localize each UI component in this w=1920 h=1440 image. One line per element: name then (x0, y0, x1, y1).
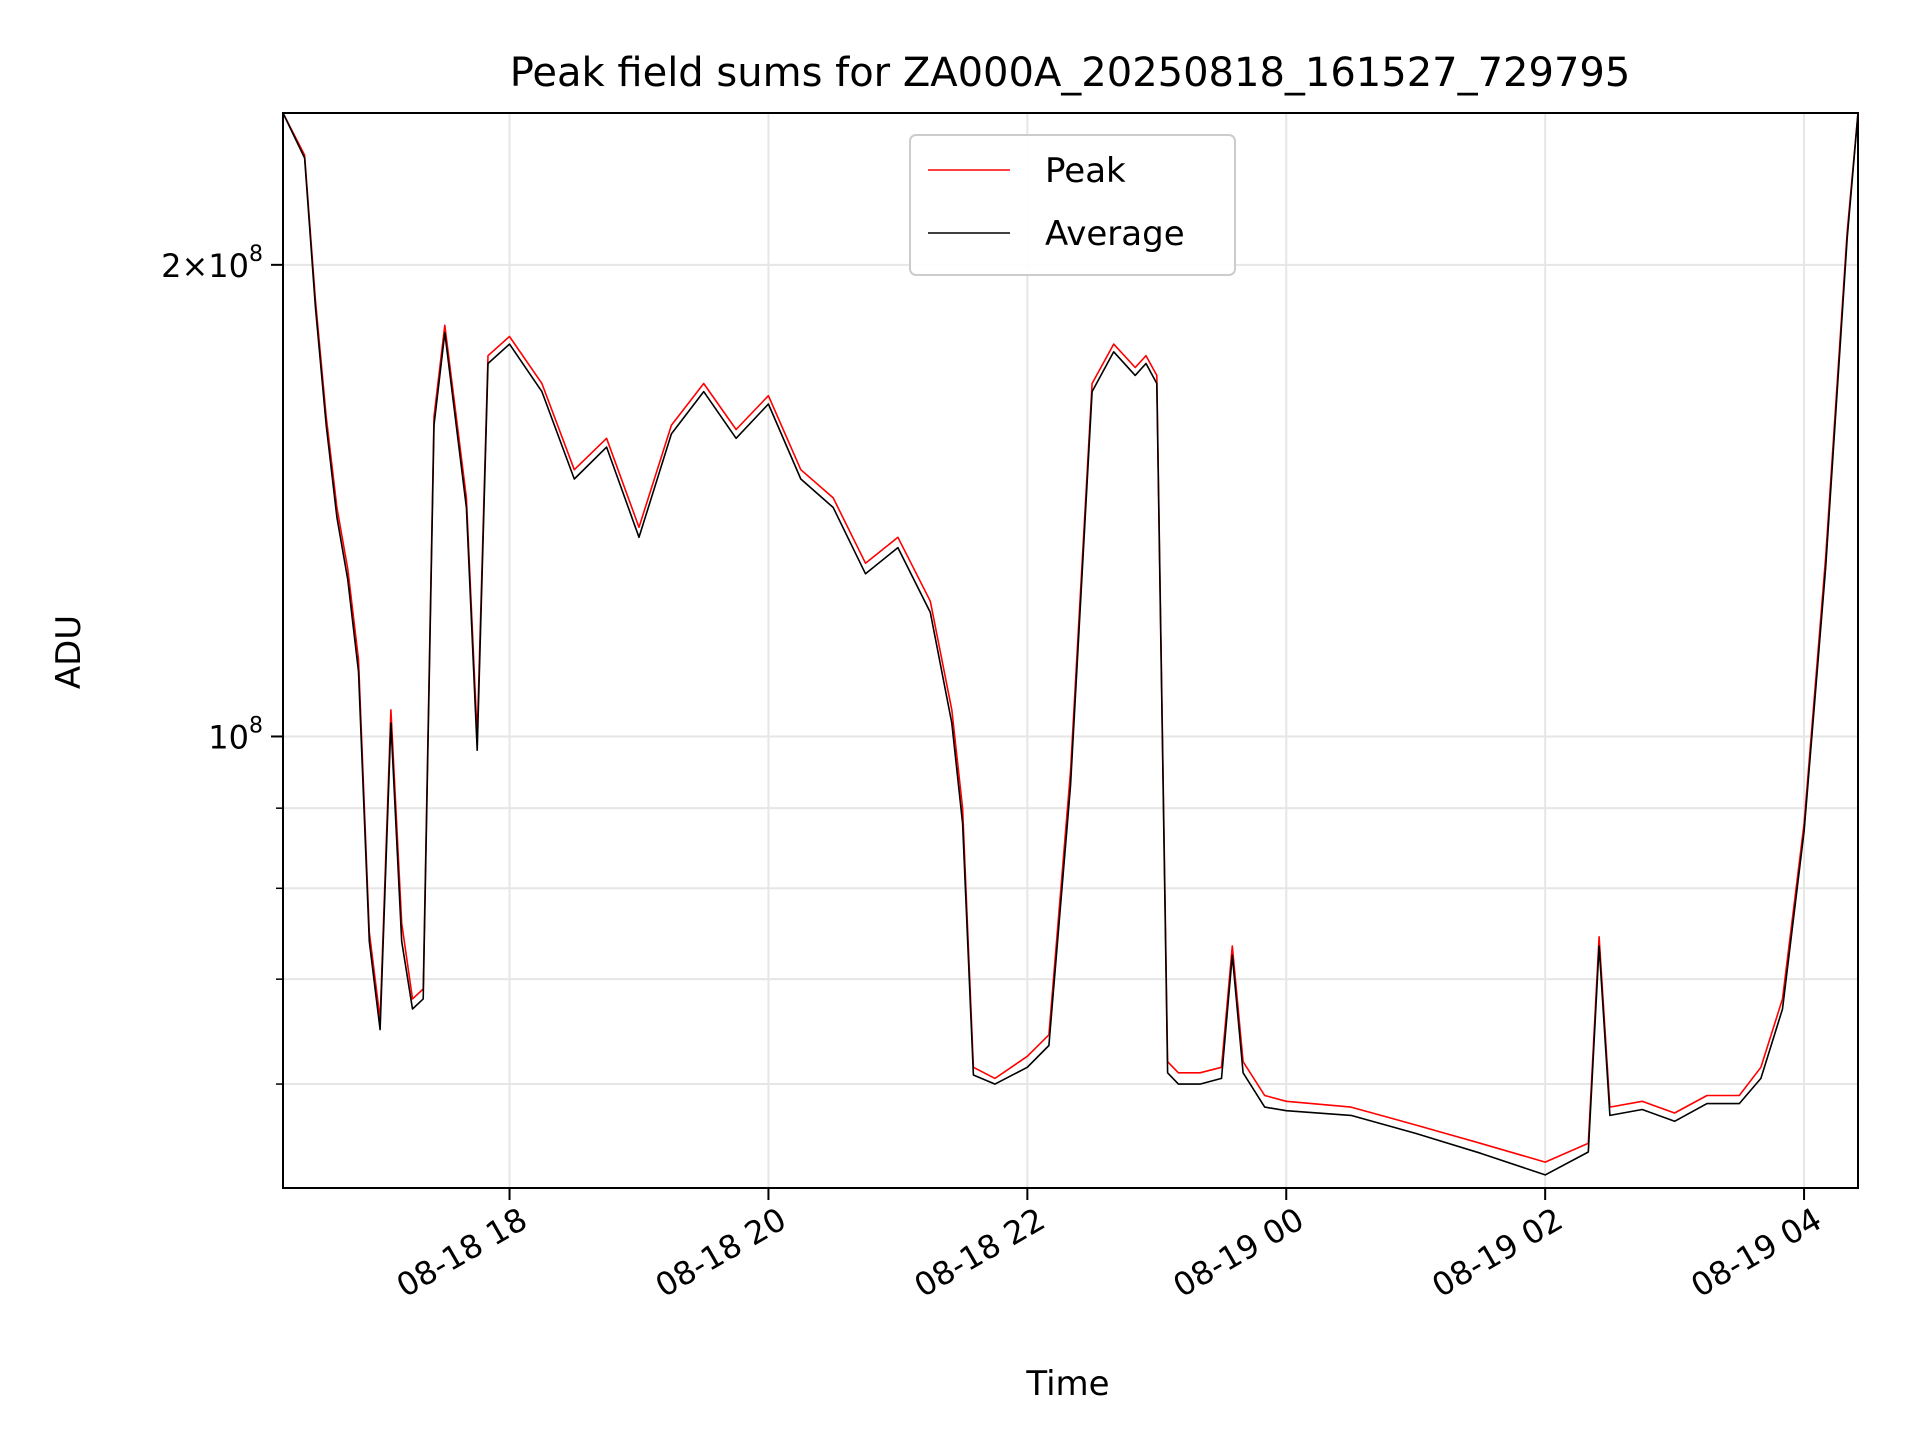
y-axis: 108 2×108 (161, 242, 283, 1085)
series-group (282, 112, 1859, 1176)
plot-frame (282, 112, 1859, 1189)
legend-label-average: Average (1045, 214, 1185, 254)
series-line-average (282, 112, 1859, 1176)
y-axis-label: ADU (49, 615, 89, 689)
y-tick-label: 108 (208, 713, 263, 756)
legend-label-peak: Peak (1045, 151, 1126, 191)
grid (283, 113, 1858, 1188)
chart-title: Peak field sums for ZA000A_20250818_1615… (510, 50, 1631, 96)
x-axis-label: Time (1025, 1364, 1109, 1404)
legend: Peak Average (909, 134, 1236, 276)
y-tick-label: 2×108 (161, 242, 263, 285)
